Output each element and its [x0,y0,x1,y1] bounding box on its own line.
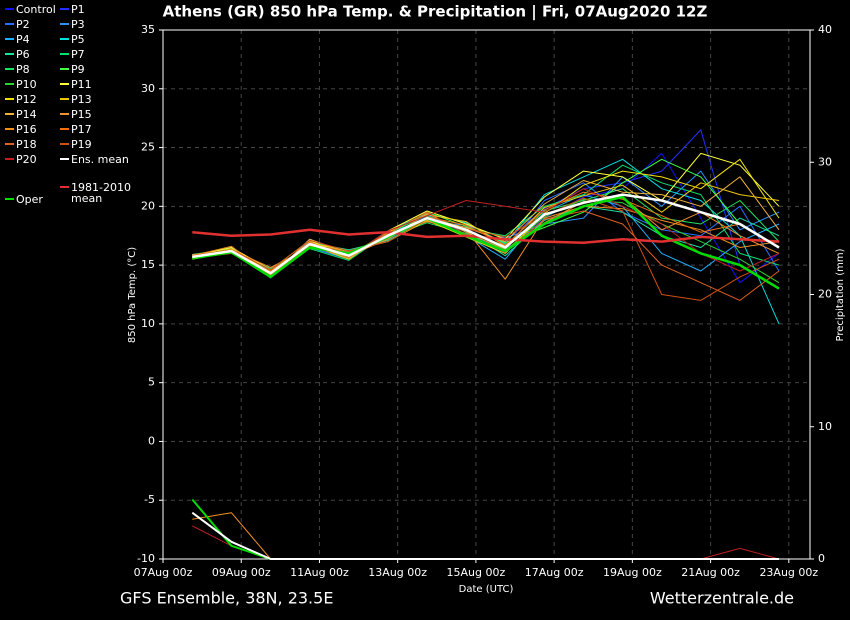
x-tick-label: 21Aug 00z [681,566,740,579]
x-tick-label: 13Aug 00z [368,566,427,579]
x-tick-label: 11Aug 00z [290,566,349,579]
x-tick-label: 15Aug 00z [447,566,506,579]
y-tick-label: 30 [141,82,155,95]
legend-label: P19 [71,138,92,151]
y2-tick-label: 20 [818,288,832,301]
series-line [192,197,780,301]
legend-label: P16 [16,123,37,136]
x-tick-label: 07Aug 00z [134,566,193,579]
x-tick-label: 17Aug 00z [525,566,584,579]
legend-label: P17 [71,123,92,136]
y2-tick-label: 40 [818,23,832,36]
x-axis-label: Date (UTC) [459,584,514,595]
legend-label: Ens. mean [71,153,129,166]
legend-label: P8 [16,63,30,76]
y2-tick-label: 10 [818,420,832,433]
legend-label: P2 [16,18,30,31]
precip-line [192,525,780,560]
y-tick-label: -5 [144,493,155,506]
x-tick-label: 19Aug 00z [603,566,662,579]
legend-label: P7 [71,48,85,61]
legend-label: P12 [16,93,37,106]
legend-label: P4 [16,33,30,46]
y-tick-label: 15 [141,258,155,271]
source: Wetterzentrale.de [650,589,794,608]
y-tick-label: 25 [141,141,155,154]
chart-title: Athens (GR) 850 hPa Temp. & Precipitatio… [163,3,708,22]
x-tick-label: 23Aug 00z [759,566,818,579]
series-line [192,210,780,301]
legend-label: P20 [16,153,37,166]
y-tick-label: 5 [148,376,155,389]
legend-label: P10 [16,78,37,91]
y-tick-label: 35 [141,23,155,36]
legend-label: P11 [71,78,92,91]
y-tick-label: 10 [141,317,155,330]
plot-frame [162,29,811,560]
y2-tick-label: 30 [818,155,832,168]
series-line [192,195,780,290]
legend-label: 1981-2010 mean [71,181,131,205]
legend-label: P15 [71,108,92,121]
y2-axis-label: Precipitation (mm) [835,248,846,341]
legend-label: P13 [71,93,92,106]
legend-label: P3 [71,18,85,31]
y-tick-label: -10 [137,552,155,565]
series-line [192,152,780,271]
legend-label: P9 [71,63,85,76]
legend-label: P14 [16,108,37,121]
y-axis-label: 850 hPa Temp. (°C) [127,247,138,343]
footnote: GFS Ensemble, 38N, 23.5E [120,589,333,608]
precip-line [192,512,779,560]
x-tick-label: 09Aug 00z [212,566,271,579]
precip-line [191,498,779,560]
precip-line [191,511,779,560]
legend-label: Control [16,3,56,16]
y-tick-label: 0 [148,434,155,447]
legend-label: P18 [16,138,37,151]
y2-tick-label: 0 [818,552,825,565]
legend-label: P5 [71,33,85,46]
y-tick-label: 20 [141,199,155,212]
series-line [192,193,780,275]
legend-label: P6 [16,48,30,61]
legend-label: Oper [16,193,43,206]
legend-label: P1 [71,3,85,16]
